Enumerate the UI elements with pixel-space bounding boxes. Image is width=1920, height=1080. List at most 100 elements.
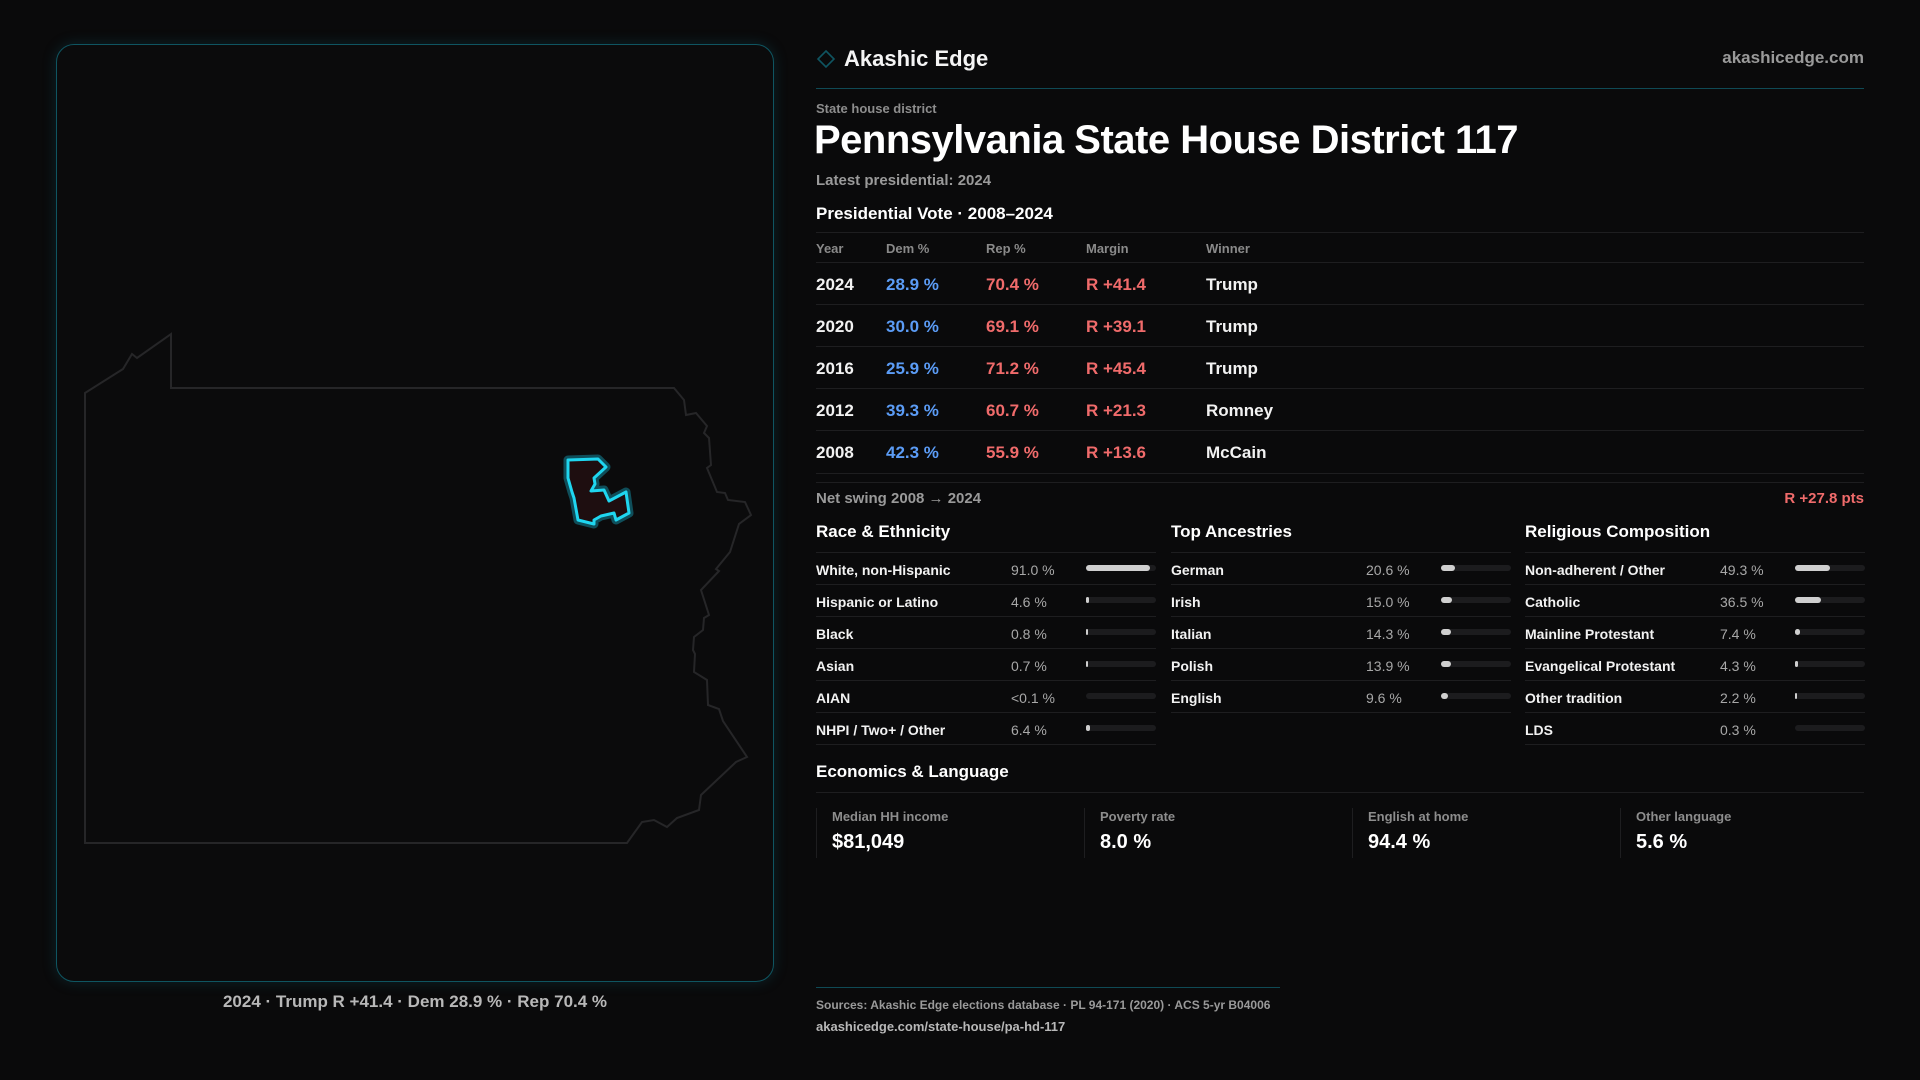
item-label: White, non-Hispanic	[816, 562, 951, 578]
economics-title: Economics & Language	[816, 762, 1864, 793]
cell-margin: R +21.3	[1086, 401, 1147, 420]
item-label: German	[1171, 562, 1224, 578]
cell-dem-pct: 25.9 %	[886, 359, 939, 378]
cell-winner: Trump	[1206, 317, 1258, 336]
stat-value: 8.0 %	[1100, 831, 1152, 853]
table-row: 2016 25.9 % 71.2 % R +45.4 Trump	[816, 346, 1864, 388]
list-item: Black 0.8 %	[816, 617, 1156, 649]
item-value: 7.4 %	[1720, 626, 1756, 642]
progress-track	[1441, 629, 1511, 635]
cell-year: 2016	[816, 359, 854, 378]
progress-fill	[1441, 629, 1451, 635]
item-value: 6.4 %	[1011, 722, 1047, 738]
progress-fill	[1795, 565, 1830, 571]
progress-fill	[1441, 693, 1448, 699]
progress-fill	[1441, 597, 1452, 603]
progress-fill	[1441, 565, 1456, 571]
item-value: 13.9 %	[1366, 658, 1410, 674]
item-value: 9.6 %	[1366, 690, 1402, 706]
cell-rep-pct: 69.1 %	[986, 317, 1039, 336]
item-value: 2.2 %	[1720, 690, 1756, 706]
district-shape[interactable]	[566, 457, 631, 526]
footer-url[interactable]: akashicedge.com/state-house/pa-hd-117	[816, 1019, 1066, 1034]
site-link[interactable]: akashicedge.com	[1722, 48, 1864, 67]
section-title: Race & Ethnicity	[816, 522, 1156, 553]
list-item: NHPI / Two+ / Other 6.4 %	[816, 713, 1156, 745]
item-label: NHPI / Two+ / Other	[816, 722, 946, 738]
progress-track	[1795, 565, 1865, 571]
progress-track	[1795, 597, 1865, 603]
stat-label: Median HH income	[832, 809, 949, 824]
list-item: Non-adherent / Other 49.3 %	[1525, 553, 1865, 585]
stat-value: $81,049	[832, 831, 905, 853]
stat-label: Poverty rate	[1100, 809, 1176, 824]
item-label: Irish	[1171, 594, 1201, 610]
item-label: LDS	[1525, 722, 1553, 738]
progress-fill	[1086, 565, 1150, 571]
economics-cards: Median HH income $81,049 Poverty rate 8.0 …	[816, 808, 1888, 858]
cell-dem-pct: 30.0 %	[886, 317, 939, 336]
religion-section: Religious Composition Non-adherent / Othe…	[1525, 522, 1865, 745]
progress-track	[1795, 693, 1865, 699]
progress-track	[1795, 725, 1865, 731]
item-value: 91.0 %	[1011, 562, 1055, 578]
divider	[816, 473, 1864, 474]
sources-text: Sources: Akashic Edge elections database…	[816, 998, 1271, 1012]
latest-presidential: Latest presidential: 2024	[816, 172, 992, 189]
progress-fill	[1441, 661, 1451, 667]
cell-winner: Trump	[1206, 275, 1258, 294]
list-item: English 9.6 %	[1171, 681, 1511, 713]
brand-logo[interactable]: Akashic Edge	[816, 46, 988, 72]
item-label: Polish	[1171, 658, 1214, 674]
stat-card-poverty: Poverty rate 8.0 %	[1084, 808, 1352, 858]
item-label: Black	[816, 626, 854, 642]
table-row: 2024 28.9 % 70.4 % R +41.4 Trump	[816, 262, 1864, 304]
cell-year: 2008	[816, 443, 854, 462]
cell-margin: R +45.4	[1086, 359, 1147, 378]
progress-fill	[1086, 629, 1088, 635]
cell-rep-pct: 60.7 %	[986, 401, 1039, 420]
list-item: German 20.6 %	[1171, 553, 1511, 585]
divider	[816, 482, 1864, 483]
cell-winner: McCain	[1206, 443, 1267, 462]
progress-track	[1086, 693, 1156, 699]
progress-fill	[1795, 629, 1801, 635]
map-caption: 2024 · Trump R +41.4 · Dem 28.9 % · Rep …	[222, 992, 608, 1011]
table-row: 2012 39.3 % 60.7 % R +21.3 Romney	[816, 388, 1864, 430]
col-year: Year	[816, 241, 844, 256]
item-value: 14.3 %	[1366, 626, 1410, 642]
cell-margin: R +13.6	[1086, 443, 1147, 462]
item-label: Other tradition	[1525, 690, 1623, 706]
col-winner: Winner	[1206, 241, 1250, 256]
item-label: Evangelical Protestant	[1525, 658, 1676, 674]
item-value: <0.1 %	[1011, 690, 1055, 706]
progress-track	[1441, 693, 1511, 699]
item-value: 0.3 %	[1720, 722, 1756, 738]
vote-table: Year Dem % Rep % Margin Winner 2024 28.9 …	[816, 232, 1864, 472]
item-value: 4.3 %	[1720, 658, 1756, 674]
cell-dem-pct: 39.3 %	[886, 401, 939, 420]
progress-fill	[1086, 725, 1091, 731]
item-label: Mainline Protestant	[1525, 626, 1655, 642]
item-value: 4.6 %	[1011, 594, 1047, 610]
section-title: Religious Composition	[1525, 522, 1865, 553]
item-label: Asian	[816, 658, 855, 674]
list-item: Mainline Protestant 7.4 %	[1525, 617, 1865, 649]
list-item: Hispanic or Latino 4.6 %	[816, 585, 1156, 617]
item-label: Hispanic or Latino	[816, 594, 939, 610]
item-value: 0.8 %	[1011, 626, 1047, 642]
progress-track	[1086, 629, 1156, 635]
diamond-icon	[816, 49, 836, 69]
col-rep: Rep %	[986, 241, 1026, 256]
progress-fill	[1795, 693, 1797, 699]
list-item: Other tradition 2.2 %	[1525, 681, 1865, 713]
page-title: Pennsylvania State House District 117	[814, 118, 1519, 162]
stat-card-other-language: Other language 5.6 %	[1620, 808, 1888, 858]
cell-margin: R +41.4	[1086, 275, 1147, 294]
cell-dem-pct: 42.3 %	[886, 443, 939, 462]
cell-rep-pct: 71.2 %	[986, 359, 1039, 378]
item-value: 15.0 %	[1366, 594, 1410, 610]
stat-value: 5.6 %	[1636, 831, 1688, 853]
district-map	[84, 332, 753, 844]
progress-fill	[1086, 597, 1090, 603]
